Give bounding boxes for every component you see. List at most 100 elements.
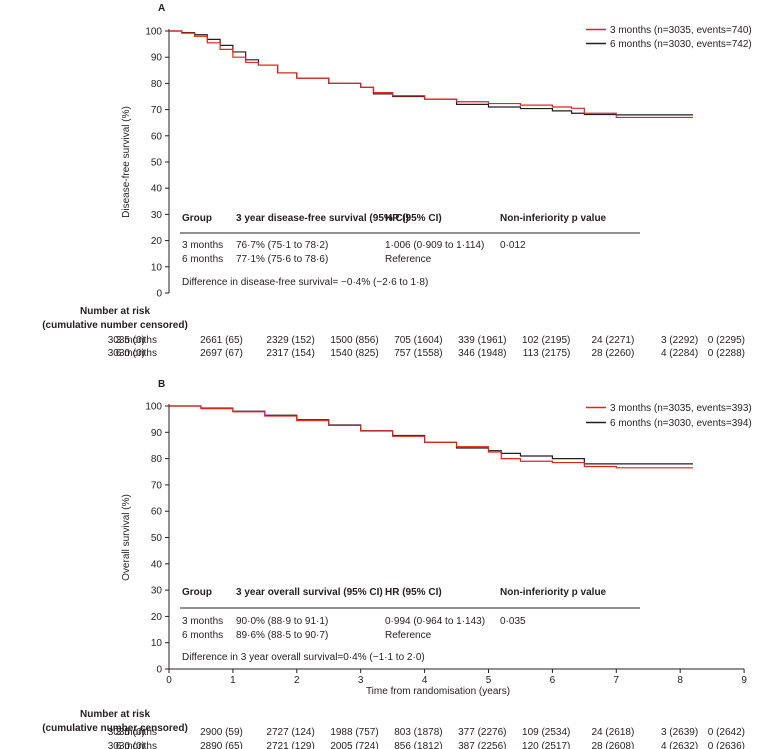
table-header: 3 year overall survival (95% CI) <box>236 587 383 598</box>
y-tick-label: 80 <box>151 79 163 90</box>
x-tick-label: 1 <box>230 675 236 686</box>
x-tick-label: 4 <box>422 675 428 686</box>
risk-row-label: 6 months <box>116 348 157 359</box>
x-axis-title: Time from randomisation (years) <box>366 686 510 697</box>
risk-value: 24 (2618) <box>591 727 634 738</box>
risk-subtitle: (cumulative number censored) <box>42 723 188 734</box>
panel-letter: B <box>158 379 165 390</box>
legend-entry: 3 months (n=3035, events=393) <box>610 403 752 414</box>
x-tick-label: 3 <box>358 675 364 686</box>
y-tick-label: 60 <box>151 131 163 142</box>
table-cell: Reference <box>385 254 432 265</box>
risk-value: 3030 (0) <box>108 741 145 749</box>
risk-value: 3 (2639) <box>661 727 698 738</box>
x-tick-label: 6 <box>550 675 556 686</box>
y-tick-label: 90 <box>151 428 163 439</box>
risk-value: 2727 (124) <box>266 727 314 738</box>
table-cell: 3 months <box>182 616 223 627</box>
risk-value: 3035 (0) <box>108 335 145 346</box>
risk-value: 2890 (65) <box>200 741 243 749</box>
y-tick-label: 40 <box>151 184 163 195</box>
risk-value: 0 (2636) <box>708 741 745 749</box>
y-tick-label: 100 <box>145 402 162 413</box>
series-line-6-months <box>169 405 693 465</box>
series-line-3-months <box>169 30 693 119</box>
risk-value: 4 (2284) <box>661 348 698 359</box>
table-cell: 90·0% (88·9 to 91·1) <box>236 616 328 627</box>
table-cell: 0·012 <box>500 240 526 251</box>
table-header: 3 year disease-free survival (95% CI) <box>236 213 409 224</box>
table-footnote: Difference in 3 year overall survival=0·… <box>182 652 425 663</box>
risk-value: 0 (2288) <box>708 348 745 359</box>
risk-value: 0 (2295) <box>708 335 745 346</box>
x-tick-label: 8 <box>677 675 683 686</box>
y-tick-label: 0 <box>156 289 162 300</box>
series-line-3-months <box>169 405 693 469</box>
y-tick-label: 90 <box>151 53 163 64</box>
risk-value: 387 (2256) <box>458 741 506 749</box>
risk-subtitle: (cumulative number censored) <box>42 320 188 331</box>
risk-value: 109 (2534) <box>522 727 570 738</box>
y-tick-label: 50 <box>151 533 163 544</box>
table-cell: 3 months <box>182 240 223 251</box>
y-axis-title: Overall survival (%) <box>121 494 132 581</box>
table-cell: 0·994 (0·964 to 1·143) <box>385 616 485 627</box>
risk-row-label: 3 months <box>116 335 157 346</box>
y-tick-label: 0 <box>156 665 162 676</box>
risk-value: 1500 (856) <box>330 335 378 346</box>
risk-value: 346 (1948) <box>458 348 506 359</box>
risk-value: 2329 (152) <box>266 335 314 346</box>
risk-title: Number at risk <box>80 306 150 317</box>
table-cell: 6 months <box>182 254 223 265</box>
y-tick-label: 70 <box>151 105 163 116</box>
risk-value: 757 (1558) <box>394 348 442 359</box>
table-header: Non-inferiority p value <box>500 587 607 598</box>
y-tick-label: 100 <box>145 27 162 38</box>
risk-value: 377 (2276) <box>458 727 506 738</box>
y-tick-label: 30 <box>151 586 163 597</box>
table-header: Non-inferiority p value <box>500 213 607 224</box>
table-cell: 6 months <box>182 630 223 641</box>
risk-value: 120 (2517) <box>522 741 570 749</box>
risk-value: 102 (2195) <box>522 335 570 346</box>
table-cell: 76·7% (75·1 to 78·2) <box>236 240 328 251</box>
risk-value: 803 (1878) <box>394 727 442 738</box>
legend-entry: 3 months (n=3035, events=740) <box>610 25 752 36</box>
legend-entry: 6 months (n=3030, events=742) <box>610 39 752 50</box>
risk-row-label: 6 months <box>116 741 157 749</box>
y-tick-label: 70 <box>151 480 163 491</box>
x-tick-label: 0 <box>166 675 172 686</box>
y-tick-label: 10 <box>151 638 163 649</box>
risk-row-label: 3 months <box>116 727 157 738</box>
x-tick-label: 5 <box>486 675 492 686</box>
risk-value: 28 (2608) <box>591 741 634 749</box>
risk-value: 28 (2260) <box>591 348 634 359</box>
risk-value: 0 (2642) <box>708 727 745 738</box>
y-tick-label: 10 <box>151 262 163 273</box>
table-cell: 89·6% (88·5 to 90·7) <box>236 630 328 641</box>
x-tick-label: 2 <box>294 675 300 686</box>
table-cell: 0·035 <box>500 616 526 627</box>
risk-value: 856 (1812) <box>394 741 442 749</box>
x-tick-label: 9 <box>741 675 747 686</box>
risk-value: 113 (2175) <box>523 348 571 359</box>
risk-value: 339 (1961) <box>458 335 506 346</box>
panel-letter: A <box>158 3 165 14</box>
legend-entry: 6 months (n=3030, events=394) <box>610 418 752 429</box>
y-tick-label: 50 <box>151 158 163 169</box>
risk-value: 2005 (724) <box>330 741 378 749</box>
risk-value: 705 (1604) <box>394 335 442 346</box>
risk-value: 3 (2292) <box>661 335 698 346</box>
y-tick-label: 20 <box>151 236 163 247</box>
y-axis-title: Disease-free survival (%) <box>121 106 132 218</box>
table-cell: 77·1% (75·6 to 78·6) <box>236 254 328 265</box>
y-tick-label: 20 <box>151 612 163 623</box>
x-tick-label: 7 <box>614 675 620 686</box>
y-tick-label: 60 <box>151 507 163 518</box>
y-tick-label: 80 <box>151 454 163 465</box>
table-header: HR (95% CI) <box>385 587 442 598</box>
risk-value: 2317 (154) <box>266 348 314 359</box>
table-footnote: Difference in disease-free survival= −0·… <box>182 277 428 288</box>
table-cell: Reference <box>385 630 432 641</box>
y-tick-label: 30 <box>151 210 163 221</box>
